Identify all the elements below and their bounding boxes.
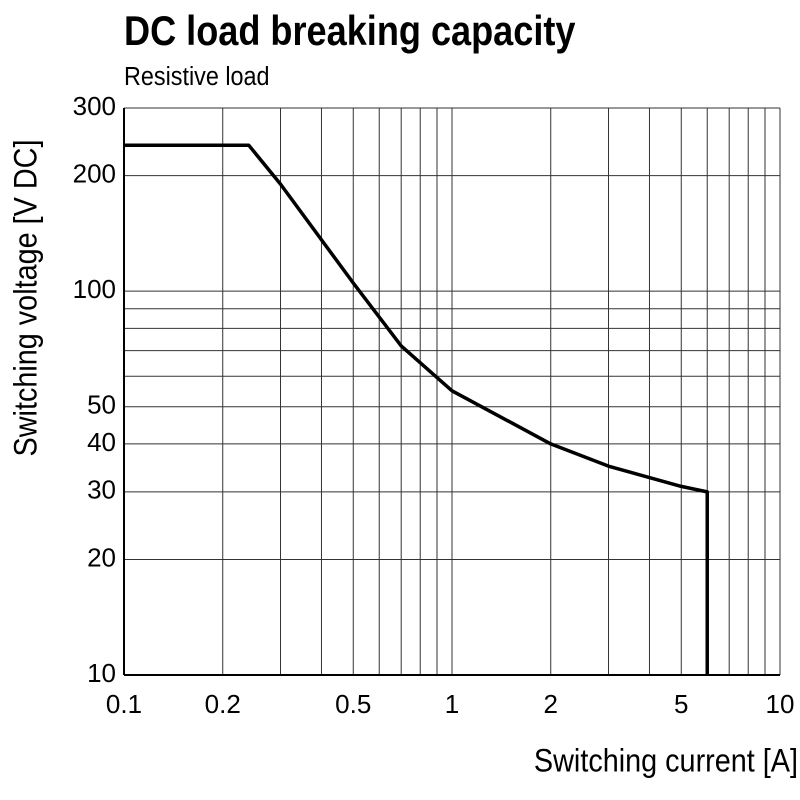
y-tick-label: 50: [87, 390, 116, 420]
y-tick-label: 30: [87, 475, 116, 505]
y-tick-label: 100: [73, 274, 116, 304]
chart-title: DC load breaking capacity: [124, 9, 576, 55]
x-tick-label: 1: [445, 689, 459, 719]
x-tick-label: 2: [544, 689, 558, 719]
chart-subtitle: Resistive load: [124, 63, 270, 91]
y-tick-label: 300: [73, 91, 116, 121]
y-tick-label: 10: [87, 658, 116, 688]
x-tick-label: 0.1: [106, 689, 142, 719]
y-axis-label: Switching voltage [V DC]: [8, 140, 44, 457]
y-tick-label: 40: [87, 427, 116, 457]
data-line: [124, 143, 709, 675]
x-axis-label: Switching current [A]: [534, 743, 798, 779]
x-tick-label: 5: [674, 689, 688, 719]
x-tick-label: 10: [766, 689, 795, 719]
y-tick-label: 200: [73, 158, 116, 188]
y-tick-label: 20: [87, 542, 116, 572]
x-tick-label: 0.2: [205, 689, 241, 719]
x-tick-label: 0.5: [335, 689, 371, 719]
